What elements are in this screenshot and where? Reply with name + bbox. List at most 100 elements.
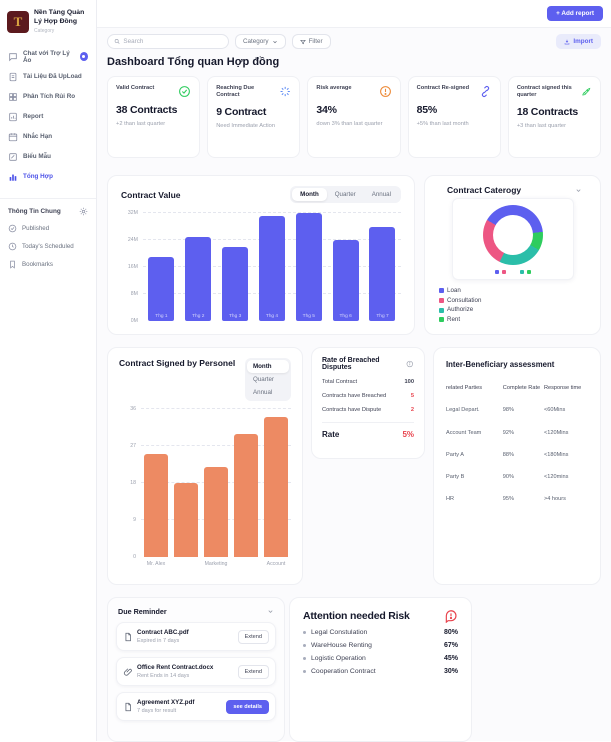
table-cell: <120mins	[543, 474, 569, 481]
breached-row-dispute: Contracts have Dispute 2	[322, 407, 414, 413]
chat-badge	[79, 52, 88, 62]
kpi-value: 18 Contracts	[516, 105, 579, 118]
sidebar-item-dashboard[interactable]: Tổng Hợp	[0, 167, 96, 187]
import-button[interactable]: Import	[556, 34, 601, 49]
sidebar-item-chat[interactable]: Chat với Trợ Lý Ảo	[0, 47, 96, 67]
tab-month[interactable]: Month	[247, 360, 289, 373]
add-report-button[interactable]: + Add report	[547, 6, 603, 21]
rate-value: 5%	[402, 430, 414, 439]
sidebar-section-title: Thông Tin Chung	[8, 207, 61, 215]
sidebar-item-bookmarks[interactable]: Bookmarks	[0, 256, 96, 274]
plot-area: Thg 1 Thg 2 Thg 3 Thg 4 Thg 5 Thg 6 Thg 7	[143, 212, 401, 321]
attention-risk-card: Attention needed Risk Legal Constulation…	[289, 597, 472, 742]
x-axis-label	[171, 561, 201, 567]
table-cell: Account Team	[446, 429, 482, 436]
sidebar-divider	[0, 197, 96, 199]
personnel-card: Contract Signed by Personel Month Quarte…	[107, 347, 303, 585]
legend-item-rent: Rent	[439, 315, 592, 325]
filter-button[interactable]: Filter	[291, 34, 331, 49]
row-value: 100	[404, 379, 415, 385]
sidebar-item-risk-analysis[interactable]: Phân Tích Rủi Ro	[0, 87, 96, 107]
tab-month[interactable]: Month	[292, 188, 327, 201]
paperclip-icon	[123, 667, 132, 676]
risk-bullet	[303, 657, 306, 660]
reminder-item-contract-abc: Contract ABC.pdf Expired in 7 days Exten…	[116, 622, 276, 651]
contract_value-bar-5: Thg 5	[295, 213, 322, 321]
tab-annual[interactable]: Annual	[371, 191, 391, 198]
table-cell: <60Mins	[543, 407, 566, 414]
chevron-down-icon[interactable]	[267, 608, 274, 615]
personnel-tabs: Month Quarter Annual	[245, 358, 291, 401]
table-cell: 95%	[502, 496, 514, 503]
legend-dot	[501, 270, 506, 274]
sidebar-item-uploaded-docs[interactable]: Tài Liệu Đã UpLoad	[0, 67, 96, 87]
see-details-button[interactable]: see details	[226, 699, 269, 714]
kpi-note: +2 than last quarter	[116, 121, 166, 128]
tab-quarter[interactable]: Quarter	[334, 191, 356, 198]
contract_value-bar-6: Thg 6	[332, 240, 359, 321]
kpi-resigned: Contract Re-signed 85% +5% than last mon…	[407, 76, 501, 158]
attention-risk-title: Attention needed Risk	[303, 610, 410, 622]
y-tick-label: 18	[130, 480, 136, 486]
gear-icon[interactable]	[79, 207, 88, 216]
row-label: Contracts have Breached	[322, 393, 387, 399]
category-dropdown[interactable]: Category	[235, 34, 286, 49]
legend-dot	[519, 270, 524, 274]
row-analytics: Contract Signed by Personel Month Quarte…	[107, 347, 601, 585]
logo-icon: T	[7, 10, 29, 33]
extend-button[interactable]: Extend	[237, 629, 269, 644]
y-tick-label: 8M	[130, 291, 138, 297]
row-label: Total Contract	[322, 379, 358, 385]
chevron-down-icon	[272, 40, 277, 43]
table-cell: 98%	[502, 407, 514, 414]
sidebar-item-scheduled[interactable]: Today's Scheduled	[0, 238, 96, 256]
sidebar-item-report[interactable]: Report	[0, 107, 96, 127]
form-icon	[9, 152, 17, 161]
tab-quarter[interactable]: Quarter	[253, 376, 274, 383]
search-icon	[114, 39, 120, 44]
x-axis-labels: Mr. Alex Marketing Account	[141, 561, 291, 567]
extend-button[interactable]: Extend	[237, 664, 269, 679]
y-tick-label: 27	[130, 443, 136, 449]
row-bottom: Due Reminder Contract ABC.pdf Expired in…	[107, 597, 601, 742]
contract-value-title: Contract Value	[121, 189, 181, 200]
check-circle-icon	[179, 86, 191, 97]
sidebar-item-label: Phân Tích Rủi Ro	[23, 93, 76, 101]
contract-value-card: Contract Value Month Quarter Annual 0M 8M…	[107, 175, 415, 335]
legend-swatch	[439, 307, 444, 313]
contract-value-tabs: Month Quarter Annual	[290, 186, 401, 203]
rocket-icon	[582, 87, 591, 96]
search-input[interactable]	[123, 38, 222, 45]
y-tick-label: 9	[133, 517, 136, 523]
chevron-down-icon[interactable]	[575, 187, 582, 194]
risk-bullet	[303, 670, 306, 673]
sidebar-item-label: Tài Liệu Đã UpLoad	[23, 73, 82, 81]
row-value: 5	[410, 393, 414, 399]
x-axis-label: Thg 7	[376, 314, 389, 319]
sidebar-item-published[interactable]: Published	[0, 220, 96, 238]
sidebar-item-reminders[interactable]: Nhắc Hạn	[0, 127, 96, 147]
risk-bullet	[303, 631, 306, 634]
category-donut	[482, 205, 543, 265]
y-axis: 0 9 18 27 36	[119, 406, 141, 560]
sidebar-item-templates[interactable]: Biểu Mẫu	[0, 147, 96, 167]
legend-label: Consultation	[447, 296, 482, 304]
category-legend: Loan Consultation Authorize Rent	[439, 286, 592, 324]
risk-value: 45%	[443, 655, 458, 662]
risk-item-warehouse: WareHouse Renting 67%	[303, 642, 458, 649]
sidebar-item-label: Published	[22, 225, 50, 233]
assessment-title: Inter-Beneficiary assessment	[446, 360, 555, 369]
contract_value-bar-4: Thg 4	[258, 216, 285, 321]
filter-label: Filter	[308, 38, 323, 45]
donut-panel	[451, 198, 574, 280]
x-axis-label: Thg 4	[265, 314, 279, 319]
table-cell: Party B	[446, 474, 465, 481]
legend-swatch	[439, 317, 444, 323]
info-icon[interactable]	[406, 360, 414, 368]
file-icon	[125, 632, 131, 641]
tab-annual[interactable]: Annual	[253, 389, 273, 396]
x-axis-label: Thg 2	[192, 314, 205, 319]
check-circle-icon	[8, 224, 17, 233]
sidebar-item-label: Report	[23, 113, 44, 121]
sidebar-item-label: Tổng Hợp	[23, 173, 54, 181]
